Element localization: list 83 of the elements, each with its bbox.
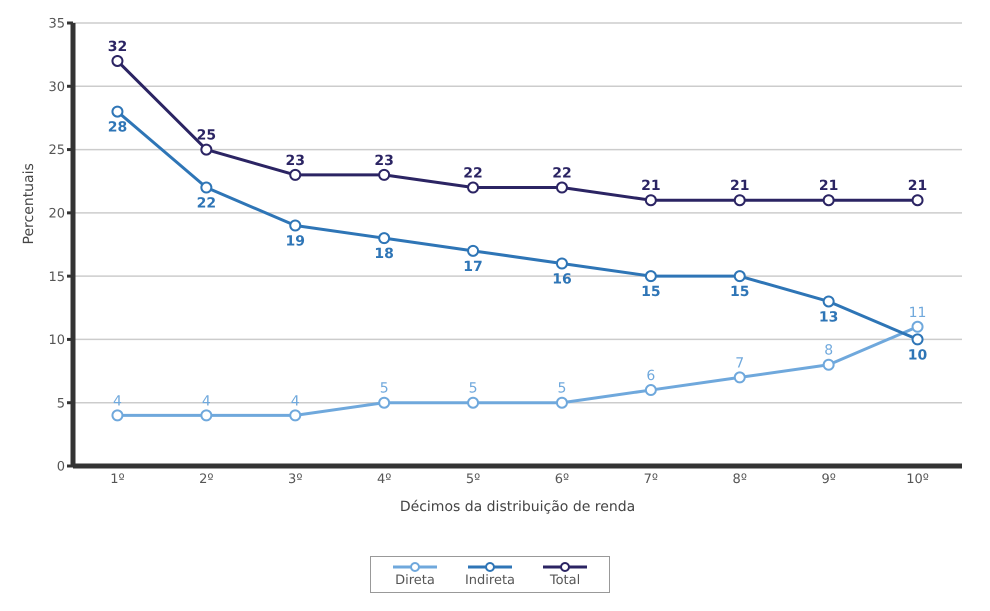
point bbox=[822, 194, 835, 206]
data-label: 13 bbox=[818, 309, 838, 326]
data-label: 22 bbox=[552, 166, 572, 182]
x-tick-label: 4º bbox=[376, 472, 392, 488]
point bbox=[734, 371, 746, 384]
legend-label: Direta bbox=[395, 573, 435, 588]
data-label: 22 bbox=[196, 195, 216, 212]
x-tick-label: 2º bbox=[199, 472, 214, 488]
data-label: 4 bbox=[202, 393, 211, 410]
point bbox=[822, 295, 835, 308]
y-tick-label: 10 bbox=[48, 333, 65, 348]
y-tick-label: 0 bbox=[56, 460, 65, 475]
point bbox=[378, 396, 390, 409]
y-tick-label: 5 bbox=[56, 396, 65, 412]
y-tick-label: 35 bbox=[48, 16, 65, 32]
data-label: 28 bbox=[108, 120, 128, 136]
data-label: 5 bbox=[380, 380, 389, 397]
x-tick-label: 3º bbox=[288, 472, 302, 488]
x-tick-label: 9º bbox=[821, 472, 836, 488]
data-label: 4 bbox=[290, 393, 300, 410]
data-label: 5 bbox=[468, 380, 478, 397]
x-tick-label: 7º bbox=[644, 472, 658, 488]
point bbox=[644, 194, 657, 206]
data-label: 32 bbox=[108, 38, 128, 55]
point bbox=[467, 244, 480, 257]
y-tick-label: 25 bbox=[48, 143, 65, 158]
data-label: 6 bbox=[646, 368, 656, 384]
point bbox=[556, 396, 568, 409]
point bbox=[200, 144, 212, 156]
point bbox=[111, 409, 124, 422]
y-axis-title: Percentuais bbox=[20, 163, 37, 244]
x-tick-label: 8º bbox=[732, 472, 747, 488]
data-label: 16 bbox=[552, 271, 572, 288]
point bbox=[289, 220, 302, 232]
data-label: 15 bbox=[730, 284, 750, 300]
point bbox=[734, 194, 746, 206]
x-axis-title: Décimos da distribuição de renda bbox=[400, 499, 636, 515]
data-label: 21 bbox=[641, 178, 661, 194]
x-tick-label: 1º bbox=[110, 472, 125, 488]
point bbox=[289, 409, 302, 422]
data-label: 22 bbox=[463, 166, 483, 182]
point bbox=[734, 270, 746, 282]
point bbox=[200, 182, 212, 194]
data-label: 25 bbox=[196, 128, 216, 144]
point bbox=[467, 396, 480, 409]
x-tick-label: 10º bbox=[906, 472, 929, 488]
legend-label: Indireta bbox=[464, 573, 516, 588]
point bbox=[378, 168, 390, 181]
y-tick-label: 15 bbox=[48, 270, 65, 285]
point bbox=[378, 232, 390, 244]
point bbox=[644, 384, 657, 396]
data-label: 19 bbox=[286, 233, 305, 250]
legend-label: Total bbox=[550, 573, 580, 588]
point bbox=[200, 409, 212, 422]
y-tick-label: 30 bbox=[48, 80, 65, 95]
data-label: 21 bbox=[908, 178, 928, 194]
point bbox=[912, 194, 924, 206]
data-label: 4 bbox=[112, 393, 122, 410]
data-label: 5 bbox=[557, 380, 566, 397]
data-label: 11 bbox=[908, 304, 926, 321]
point bbox=[289, 168, 302, 181]
point bbox=[467, 182, 480, 194]
point bbox=[644, 270, 657, 282]
data-label: 18 bbox=[374, 246, 394, 262]
data-label: 10 bbox=[908, 347, 928, 364]
data-label: 21 bbox=[730, 178, 750, 194]
point bbox=[111, 106, 124, 118]
x-tick-label: 6º bbox=[554, 472, 570, 488]
point bbox=[556, 257, 568, 270]
data-label: 23 bbox=[286, 152, 305, 169]
point bbox=[111, 54, 124, 67]
x-tick-label: 5º bbox=[466, 472, 480, 488]
data-label: 8 bbox=[824, 342, 834, 359]
data-label: 15 bbox=[641, 284, 661, 300]
point bbox=[822, 358, 835, 371]
data-label: 7 bbox=[735, 355, 744, 372]
data-label: 21 bbox=[818, 178, 838, 194]
point bbox=[556, 182, 568, 194]
point bbox=[912, 320, 924, 333]
y-tick-label: 20 bbox=[48, 206, 65, 222]
data-label: 23 bbox=[374, 152, 394, 169]
data-label: 17 bbox=[463, 258, 483, 275]
point bbox=[912, 333, 924, 346]
